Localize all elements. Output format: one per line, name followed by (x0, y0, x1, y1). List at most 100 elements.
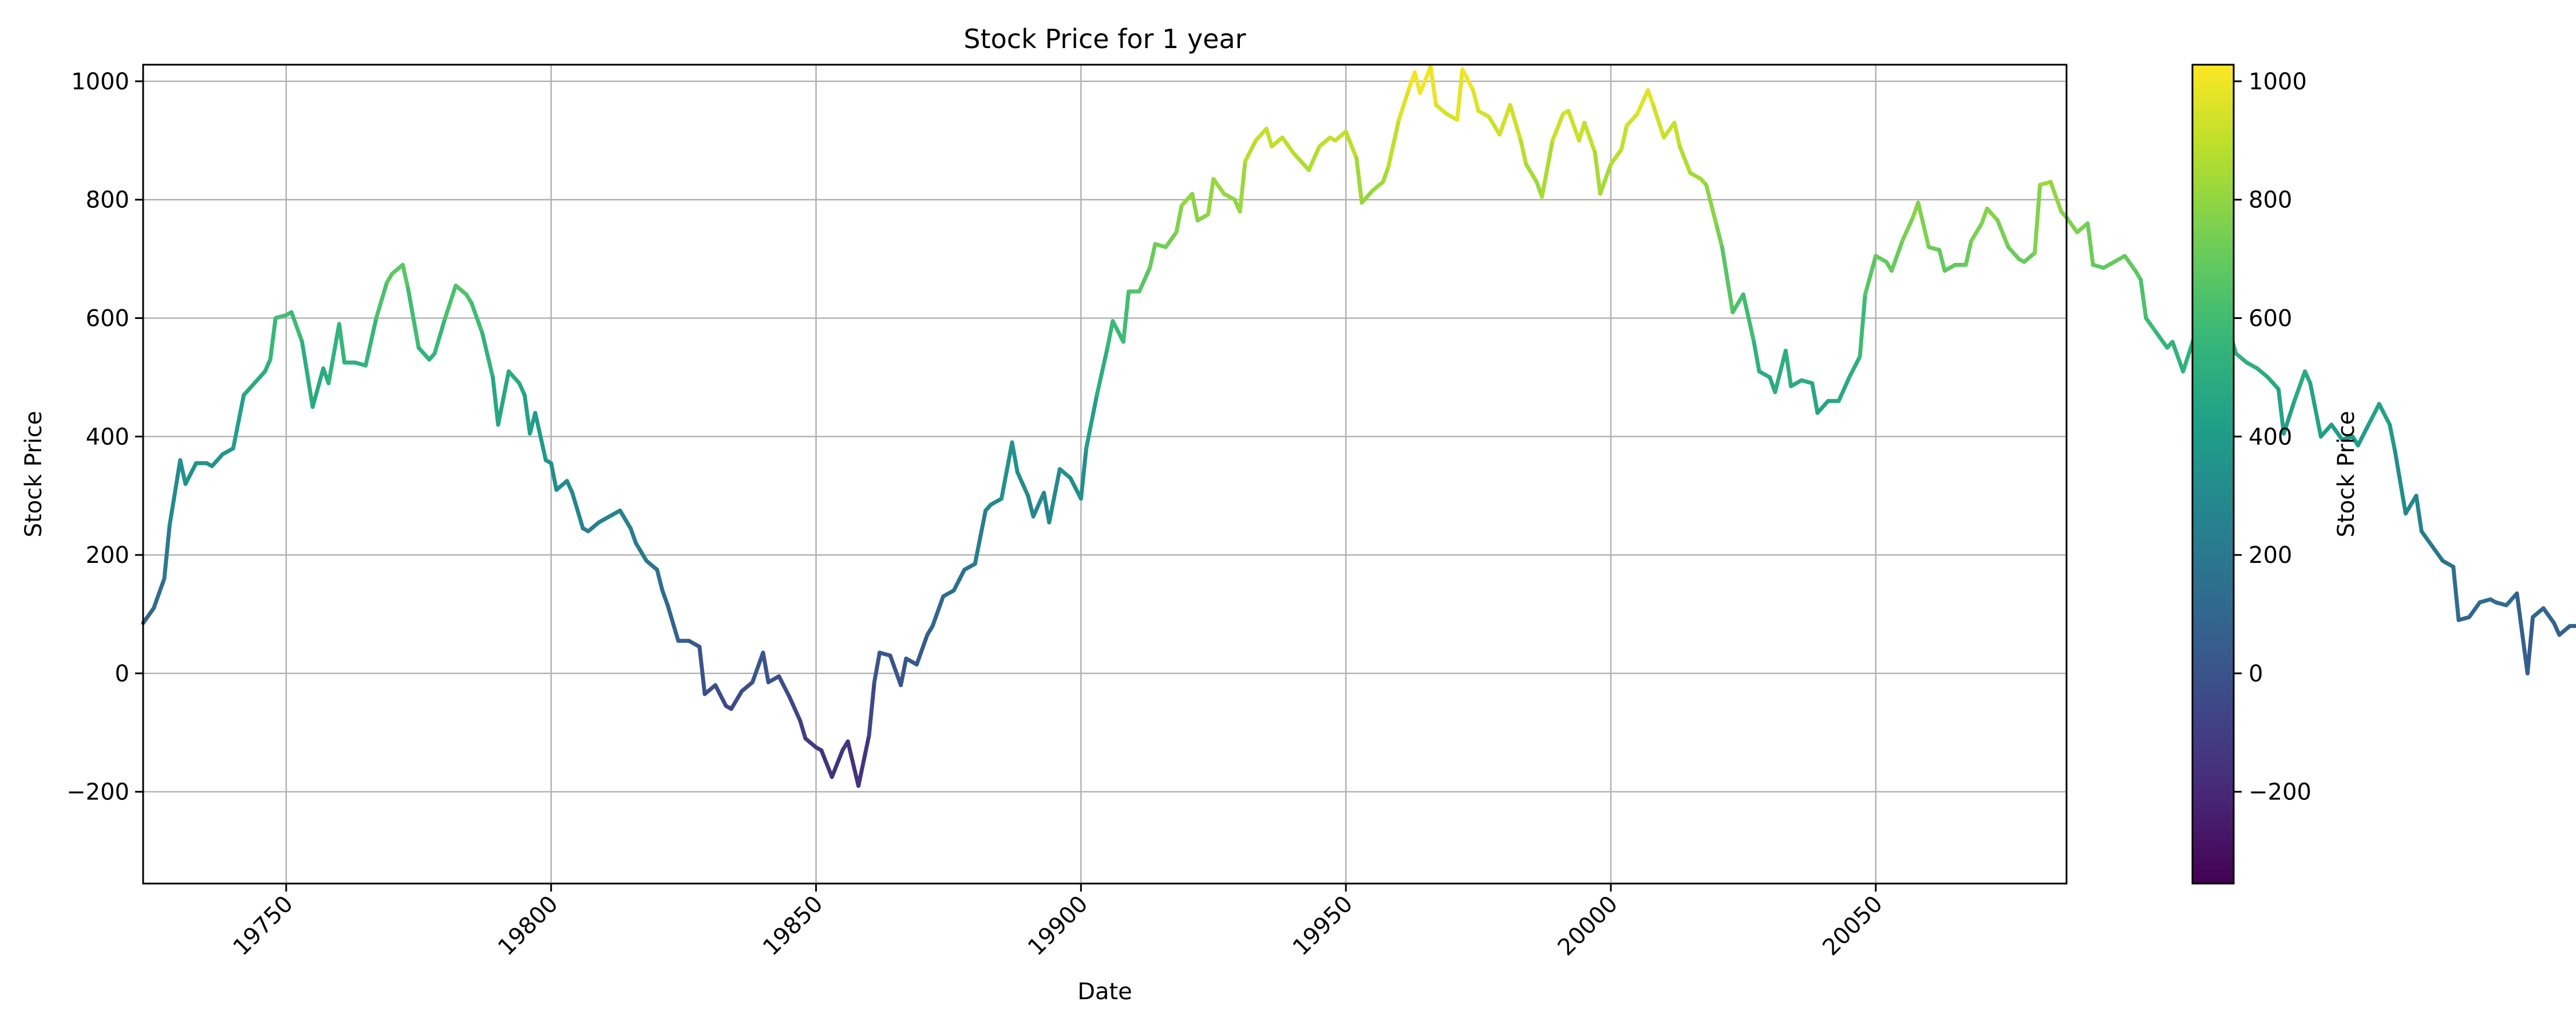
line-segment (1455, 67, 1465, 122)
line-segment (1280, 135, 1295, 155)
line-segment (220, 446, 235, 456)
line-segment (1148, 242, 1157, 270)
line-segment (401, 262, 410, 291)
colorbar-tick-label: −200 (2249, 779, 2312, 806)
line-segment (252, 369, 267, 385)
line-segment (2430, 544, 2445, 563)
line-segment (1270, 135, 1285, 149)
y-tick-label: 800 (86, 187, 129, 214)
line-segment (697, 644, 707, 696)
line-segment (1137, 266, 1152, 294)
line-segment (1863, 254, 1878, 297)
colorbar-ticks: −200 0 200 400 600 800 1000 (2234, 69, 2312, 806)
line-segment (2282, 399, 2297, 436)
line-segment (2393, 449, 2408, 516)
line-segment (507, 369, 521, 385)
y-axis-ticks: −200 0 200 400 600 800 1000 (66, 69, 143, 806)
line-segment (2048, 180, 2064, 214)
line-segment (1582, 120, 1597, 155)
line-segment (1428, 64, 1439, 107)
line-segment (1635, 88, 1650, 116)
line-segment (517, 381, 527, 397)
line-segment (867, 680, 876, 738)
x-tick-label: 19900 (1023, 891, 1093, 961)
line-segment (1105, 319, 1115, 350)
line-segment (999, 440, 1014, 501)
line-segment (1026, 494, 1036, 519)
line-segment (1677, 144, 1693, 175)
line-segment (2308, 381, 2323, 439)
line-segment (930, 594, 946, 628)
line-segment (1619, 124, 1629, 152)
line-segment (491, 375, 500, 427)
line-segment (989, 496, 1004, 507)
line-segment (2144, 316, 2159, 335)
line-segment (1434, 102, 1449, 116)
y-tick-label: 1000 (71, 69, 129, 95)
colorbar-tick-label: 200 (2249, 542, 2292, 569)
line-segment (686, 638, 702, 649)
y-tick-label: 600 (86, 306, 129, 332)
line-segment (469, 301, 484, 335)
line-segment (2419, 529, 2435, 549)
line-segment (1010, 440, 1020, 474)
line-segment (777, 674, 792, 699)
line-segment (2356, 423, 2371, 448)
line-segment (2329, 423, 2344, 442)
line-segment (1381, 165, 1390, 184)
line-segment (496, 369, 511, 427)
line-segment (1243, 138, 1258, 164)
x-tick-label: 19950 (1288, 891, 1358, 961)
line-segment (962, 562, 977, 572)
line-segment (1609, 147, 1623, 167)
line-segment (1412, 70, 1423, 96)
line-segment (1111, 319, 1125, 344)
line-segment (1662, 120, 1677, 140)
line-segment (1163, 230, 1179, 249)
line-segment (416, 345, 432, 362)
line-segment (549, 461, 559, 492)
line-segment (1179, 191, 1195, 208)
line-segment (1015, 470, 1030, 498)
line-segment (1084, 393, 1099, 451)
line-segment (2541, 606, 2557, 625)
line-segment (310, 366, 326, 409)
line-segment (374, 281, 389, 321)
line-segment (480, 330, 495, 380)
line-segment (1598, 162, 1613, 196)
line-segment (1985, 206, 2000, 223)
line-segment (1047, 467, 1062, 525)
line-segment (2112, 254, 2127, 264)
line-segment (443, 283, 458, 321)
line-segment (1460, 67, 1475, 92)
line-segment (1540, 138, 1555, 199)
line-segment (1524, 162, 1539, 184)
line-segment (951, 567, 967, 593)
line-segment (872, 650, 882, 684)
x-tick-label: 20050 (1818, 891, 1888, 961)
line-segment (533, 411, 548, 463)
line-segment (289, 310, 305, 344)
plot-frame (142, 64, 2068, 885)
line-segment (1418, 64, 1433, 96)
line-segment (1519, 138, 1528, 167)
line-segment (2154, 330, 2170, 350)
line-segment (2403, 494, 2419, 516)
line-segment (406, 286, 421, 350)
x-tick-label: 19800 (493, 891, 563, 961)
line-segment (1720, 245, 1735, 314)
line-segment (2123, 254, 2138, 273)
line-segment (1078, 446, 1089, 501)
line-segment (941, 588, 956, 599)
line-segment (702, 683, 718, 696)
line-segment (1057, 467, 1073, 480)
line-segment (1174, 203, 1184, 235)
line-segment (554, 479, 569, 492)
line-segment (1386, 117, 1401, 169)
line-segment (1254, 127, 1269, 143)
line-segment (2440, 558, 2456, 569)
line-segment (1773, 348, 1788, 395)
line-segment (1593, 150, 1602, 196)
line-segment (2414, 494, 2424, 534)
